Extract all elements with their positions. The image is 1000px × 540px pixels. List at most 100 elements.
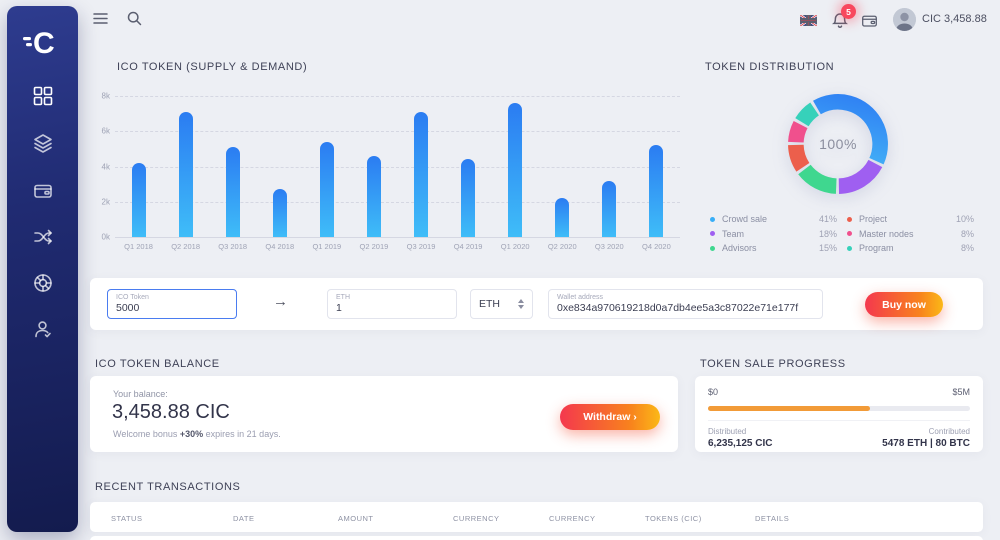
x-axis-label: Q2 2019 — [359, 242, 389, 251]
x-axis-label: Q4 2018 — [265, 242, 295, 251]
svg-text:C: C — [33, 27, 55, 60]
eth-label: ETH — [336, 294, 350, 301]
user-avatar[interactable] — [893, 8, 916, 31]
gridline — [115, 131, 680, 133]
progress-section-title: TOKEN SALE PROGRESS — [700, 358, 846, 370]
donut-segment — [788, 94, 888, 194]
sidebar-item-distribution[interactable] — [7, 273, 78, 293]
col-currency-1: CURRENCY — [453, 514, 500, 523]
bar-slot: Q3 2019 — [397, 96, 444, 251]
chart-bar — [461, 159, 476, 237]
legend-label: Master nodes — [859, 228, 914, 239]
x-axis-label: Q3 2020 — [594, 242, 624, 251]
buy-panel: ICO Token 5000 → ETH 1 ETH Wallet addres… — [90, 278, 983, 330]
col-details: DETAILS — [755, 514, 790, 523]
y-axis-tick: 4k — [101, 162, 110, 171]
legend-value: 8% — [960, 228, 974, 239]
chart-bar — [319, 141, 334, 237]
gridline — [115, 96, 680, 97]
bar-series: Q1 2018 Q2 2018 Q3 2018 Q4 2018 Q1 2019 Q2 20… — [115, 96, 680, 251]
legend-label: Project — [859, 214, 888, 225]
wheel-icon — [33, 274, 52, 292]
y-axis: 8k 6k 4k 2k 0k — [88, 92, 110, 242]
supply-demand-bar-chart: Q1 2018 Q2 2018 Q3 2018 Q4 2018 Q1 2019 Q2 20… — [115, 96, 680, 251]
legend-label: Program — [859, 243, 894, 254]
avatar-photo-icon — [893, 8, 916, 31]
chart-bar — [178, 111, 193, 237]
user-icon — [34, 321, 51, 338]
chart-bar — [414, 111, 428, 237]
col-amount: AMOUNT — [338, 514, 374, 523]
progress-fill — [708, 406, 871, 411]
y-axis-tick: 2k — [101, 197, 110, 207]
legend-item: Project 10% — [847, 212, 974, 227]
transactions-header-row: STATUS DATE AMOUNT CURRENCY CURRENCY TOK… — [90, 502, 983, 532]
y-axis-tick: 0k — [101, 232, 110, 242]
col-tokens: TOKENS (CIC) — [645, 514, 702, 523]
x-axis-label: Q1 2019 — [312, 242, 342, 251]
eth-amount-input[interactable]: ETH 1 — [327, 289, 457, 319]
sidebar-item-layers[interactable] — [7, 133, 78, 153]
x-axis-label: Q2 2018 — [171, 242, 200, 251]
donut-segment — [788, 94, 888, 194]
x-axis-label: Q1 2020 — [500, 242, 530, 251]
transaction-row-partial — [90, 536, 983, 540]
language-flag-button[interactable] — [799, 13, 818, 31]
hamburger-menu-button[interactable] — [93, 12, 108, 30]
sidebar-item-wallet[interactable] — [7, 180, 78, 200]
balance-card: Your balance: 3,458.88 CIC Welcome bonus… — [90, 376, 678, 452]
sidebar-item-dashboard[interactable] — [7, 86, 78, 106]
bonus-suffix: expires in 21 days. — [203, 429, 281, 439]
buy-now-button[interactable]: Buy now — [865, 292, 943, 317]
grid-icon — [33, 86, 52, 106]
legend-item: Master nodes 8% — [847, 227, 974, 242]
wallet-address-input[interactable]: Wallet address 0xe834a970619218d0a7db4ee… — [548, 289, 823, 319]
balance-value: 3,458.88 CIC — [112, 401, 230, 423]
ico-token-input[interactable]: ICO Token 5000 — [107, 289, 237, 319]
withdraw-button[interactable]: Withdraw › — [560, 404, 660, 430]
bar-slot: Q1 2018 — [115, 96, 162, 251]
brand-logo[interactable]: C — [7, 20, 78, 64]
wallet-address-value: 0xe834a970619218d0a7db4ee5a3c87022e71e17… — [557, 302, 799, 314]
wallet-address-label: Wallet address — [557, 294, 604, 301]
col-status: STATUS — [111, 514, 143, 523]
x-axis-label: Q2 2020 — [547, 242, 577, 251]
bar-slot: Q3 2020 — [586, 96, 633, 251]
donut-center-label: 100% — [819, 136, 857, 152]
chart-bar — [649, 145, 664, 237]
contributed-value: 5478 ETH | 80 BTC — [882, 438, 970, 449]
transactions-title: RECENT TRANSACTIONS — [95, 481, 241, 493]
bar-slot: Q1 2020 — [492, 96, 539, 251]
legend-value: 10% — [955, 214, 974, 225]
bar-slot: Q2 2020 — [539, 96, 586, 251]
search-icon — [127, 11, 142, 26]
x-axis-label: Q1 2018 — [124, 242, 153, 251]
gridline — [115, 201, 680, 203]
legend-item: Advisors 15% — [710, 241, 837, 256]
eth-value: 1 — [336, 302, 342, 314]
chart-bar — [602, 180, 617, 237]
wallet-small-icon — [862, 15, 877, 27]
sidebar-item-exchange[interactable] — [7, 227, 78, 247]
currency-select[interactable]: ETH — [470, 289, 533, 319]
distributed-value: 6,235,125 CIC — [708, 438, 773, 449]
legend-dot — [847, 245, 852, 251]
legend-label: Team — [722, 228, 745, 239]
shuffle-icon — [33, 229, 52, 245]
wallet-header-button[interactable] — [861, 13, 878, 33]
col-date: DATE — [233, 514, 255, 523]
legend-dot — [710, 231, 715, 237]
distribution-title: TOKEN DISTRIBUTION — [705, 61, 835, 73]
x-axis-label: Q3 2018 — [218, 242, 248, 251]
search-button[interactable] — [127, 11, 142, 31]
sidebar-item-account[interactable] — [7, 319, 78, 339]
progress-track — [708, 406, 970, 411]
legend-item: Team 18% — [710, 227, 837, 242]
hamburger-icon — [93, 13, 108, 24]
legend-dot — [710, 245, 715, 251]
chart-bar — [366, 155, 381, 237]
legend-label: Advisors — [722, 243, 757, 254]
arrow-right-icon: → — [273, 293, 288, 310]
bar-slot: Q3 2018 — [209, 96, 256, 251]
